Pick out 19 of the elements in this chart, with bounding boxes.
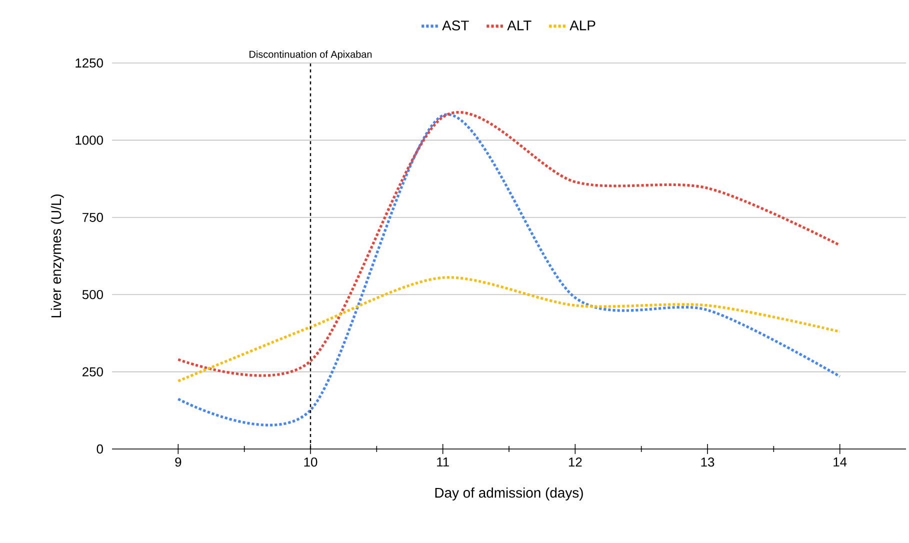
x-tick-label: 14 (834, 458, 847, 466)
y-tick-label: 750 (82, 212, 103, 222)
legend-label: AST (442, 20, 469, 30)
y-tick-label: 1250 (76, 58, 103, 68)
x-tick-label: 11 (437, 458, 449, 466)
x-tick-label: 10 (304, 458, 318, 467)
x-tick-label: 9 (175, 458, 182, 467)
x-axis-title: Day of admission (days) (435, 487, 583, 500)
y-tick-label: 250 (82, 367, 103, 376)
ref-line-label: Discontinuation of Apixaban (250, 50, 372, 60)
x-tick-label: 12 (568, 458, 582, 467)
y-tick-label: 1000 (76, 136, 103, 145)
legend-label: ALP (570, 20, 596, 30)
x-tick-label: 13 (701, 458, 714, 467)
y-tick-label: 0 (96, 444, 103, 454)
legend-label: ALT (507, 20, 532, 30)
y-axis-title: Liver enzymes (U/L) (50, 194, 64, 318)
y-tick-label: 500 (82, 290, 103, 300)
line-series (176, 276, 842, 382)
